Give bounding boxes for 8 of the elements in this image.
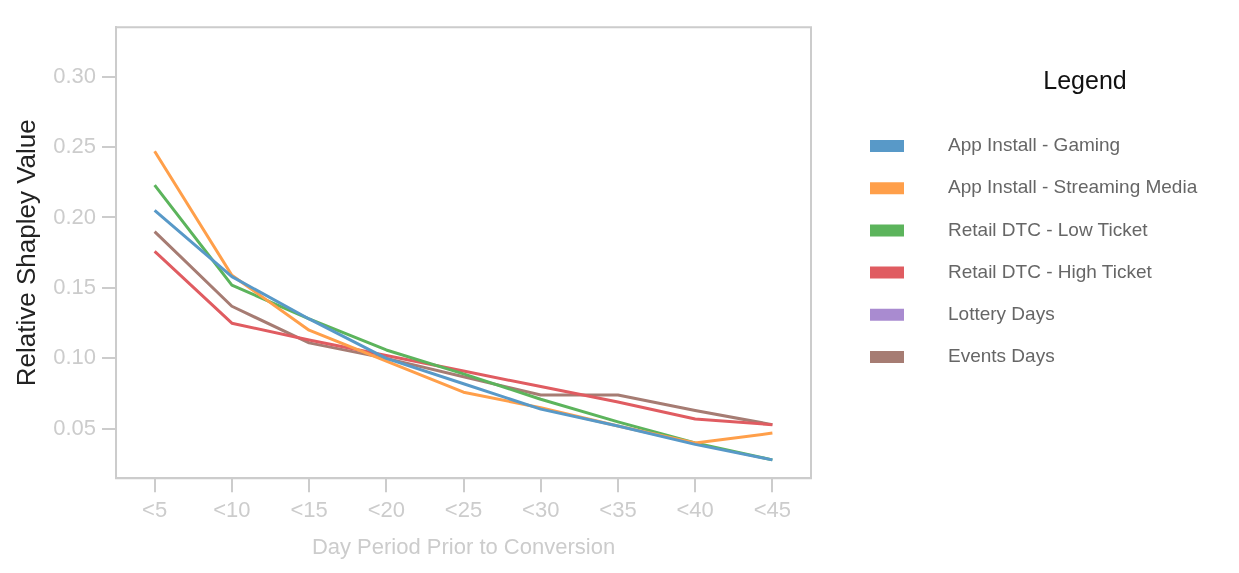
legend-label: Lottery Days <box>948 303 1055 325</box>
legend-label: Retail DTC - Low Ticket <box>948 218 1149 240</box>
legend-label: App Install - Streaming Media <box>948 176 1198 198</box>
legend-label: App Install - Gaming <box>948 134 1121 156</box>
legend-label: Retail DTC - High Ticket <box>948 260 1153 282</box>
legend-title: Legend <box>1043 65 1127 94</box>
y-axis-title: Relative Shapley Value <box>10 119 41 387</box>
legend-label: Events Days <box>948 345 1055 367</box>
